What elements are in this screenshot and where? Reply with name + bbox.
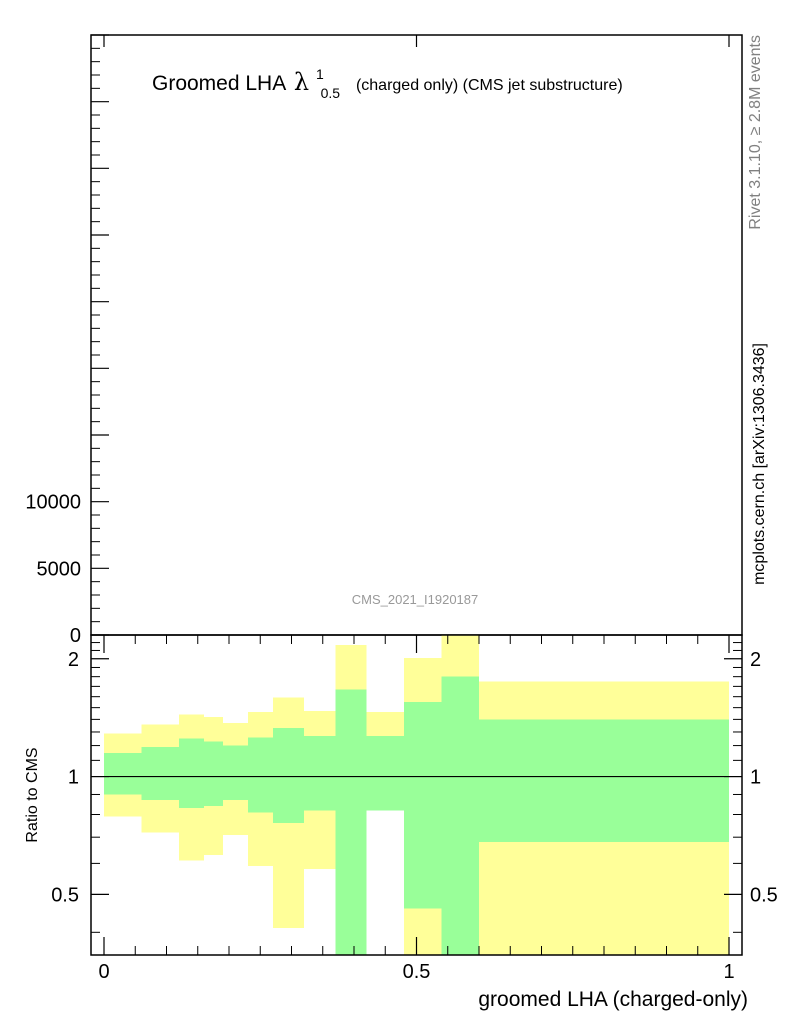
ratio-y-tick-label-left: 0.5 <box>51 884 79 906</box>
inner-band-bin <box>404 702 442 909</box>
title-lambda: λ <box>294 68 309 96</box>
inner-band-bin <box>272 728 304 824</box>
inner-band-bin <box>141 747 179 801</box>
main-panel: 0 5000 10000 Groomed LHA λ 1 0.5 (charged … <box>25 34 743 647</box>
main-frame <box>90 34 743 636</box>
title-superscript: 1 <box>316 66 324 82</box>
main-y-tick-label: 10000 <box>25 492 81 514</box>
inner-band-bin <box>304 735 336 811</box>
inner-band-bin <box>479 719 729 843</box>
inner-band-bin <box>247 737 273 813</box>
main-y-tick-label: 5000 <box>37 558 82 580</box>
rivet-info: Rivet 3.1.10, ≥ 2.8M events <box>747 35 764 230</box>
ratio-y-tick-label-left: 1 <box>68 767 79 789</box>
inner-band-bin <box>104 752 142 795</box>
main-y-tick-label: 0 <box>70 625 81 647</box>
ratio-inner-band <box>104 676 729 955</box>
inner-band-bin <box>366 735 404 811</box>
ratio-x-tick-label: 0 <box>98 961 109 983</box>
ratio-frame <box>90 634 743 956</box>
ratio-ticks <box>91 635 742 955</box>
ratio-x-tick-label: 1 <box>723 961 734 983</box>
title-main: Groomed LHA <box>152 72 286 95</box>
inner-band-bin <box>441 676 479 955</box>
inner-band-bin <box>179 738 204 809</box>
inner-band-bin <box>335 689 367 955</box>
ratio-y-tick-label-right: 0.5 <box>750 884 778 906</box>
main-y-tick-labels: 0 5000 10000 <box>25 492 81 647</box>
ratio-panel: 0.5 0.5 1 1 2 2 0 0.5 1 Ratio to CMS groomed LHA… <box>24 634 778 1011</box>
plot-title: Groomed LHA λ 1 0.5 (charged only) (CMS … <box>152 61 623 103</box>
ratio-y-tick-label-right: 2 <box>750 649 761 671</box>
x-axis-label: groomed LHA (charged-only) <box>478 988 748 1011</box>
inner-band-bin <box>204 741 223 807</box>
ratio-y-tick-label-left: 2 <box>68 649 79 671</box>
mcplots-info: mcplots.cern.ch [arXiv:1306.3436] <box>751 343 768 585</box>
ratio-tick-labels: 0.5 0.5 1 1 2 2 0 0.5 1 <box>51 649 778 983</box>
ratio-y-tick-label-right: 1 <box>750 767 761 789</box>
ratio-y-axis-label: Ratio to CMS <box>24 747 41 842</box>
main-y-ticks <box>91 34 730 636</box>
title-rest: (charged only) (CMS jet substructure) <box>356 77 623 94</box>
ratio-x-tick-label: 0.5 <box>403 961 431 983</box>
analysis-watermark: CMS_2021_I1920187 <box>352 592 479 607</box>
inner-band-bin <box>222 745 248 801</box>
title-subscript: 0.5 <box>321 85 341 101</box>
